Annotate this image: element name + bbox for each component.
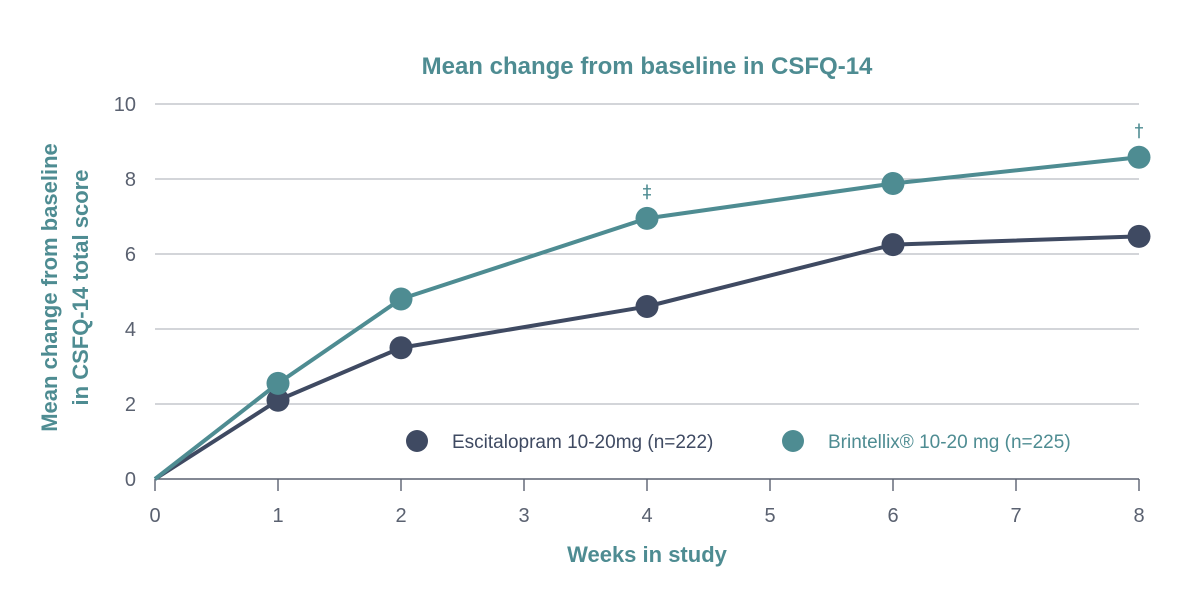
chart-title: Mean change from baseline in CSFQ-14 — [422, 53, 873, 80]
y-axis-title: Mean change from baseline in CSFQ-14 tota… — [37, 143, 93, 432]
series-points — [266, 145, 1151, 412]
x-tick-label: 8 — [1133, 505, 1144, 527]
data-point — [635, 295, 659, 318]
y-tick-label: 6 — [125, 244, 136, 266]
y-tick-label: 2 — [125, 394, 136, 416]
annotations: ‡† — [643, 120, 1144, 202]
data-point — [389, 287, 413, 311]
data-point — [266, 371, 290, 395]
data-point — [881, 233, 905, 257]
x-axis-title: Weeks in study — [567, 542, 728, 567]
data-point — [1127, 224, 1151, 248]
data-point — [635, 206, 659, 230]
y-tick-label: 4 — [125, 319, 136, 341]
x-tick-label: 2 — [395, 505, 406, 527]
x-tick-label: 7 — [1010, 505, 1021, 527]
data-point — [266, 388, 290, 412]
series-line-0 — [153, 234, 1140, 481]
x-tick-label: 4 — [641, 505, 652, 527]
x-tick-label: 5 — [764, 505, 775, 527]
y-tick-label: 8 — [125, 169, 136, 191]
tick-labels: 0 2 4 6 8 10 0 1 2 3 4 5 6 7 8 — [114, 94, 1145, 527]
x-tick-label: 6 — [887, 505, 898, 527]
x-tick-label: 3 — [518, 505, 529, 527]
significance-marker: ‡ — [643, 181, 652, 202]
data-point — [881, 172, 905, 195]
y-axis-title-line: Mean change from baseline — [37, 143, 62, 432]
x-tick-label: 0 — [149, 505, 160, 527]
series-lines — [153, 155, 1140, 481]
y-tick-label: 10 — [114, 94, 136, 116]
legend-label: Escitalopram 10-20mg (n=222) — [452, 432, 713, 453]
legend-label: Brintellix® 10-20 mg (n=225) — [828, 432, 1071, 453]
axes — [154, 478, 1140, 491]
legend-marker — [782, 430, 804, 452]
data-point — [389, 336, 413, 360]
legend: Escitalopram 10-20mg (n=222) Brintellix® … — [406, 430, 1071, 453]
data-point — [1127, 145, 1151, 169]
legend-marker — [406, 430, 428, 452]
y-tick-label: 0 — [125, 469, 136, 491]
y-axis-title-line: in CSFQ-14 total score — [68, 170, 93, 406]
x-tick-label: 1 — [272, 505, 283, 527]
significance-marker: † — [1135, 120, 1144, 141]
series-line-1 — [153, 155, 1140, 481]
gridlines — [155, 103, 1139, 405]
